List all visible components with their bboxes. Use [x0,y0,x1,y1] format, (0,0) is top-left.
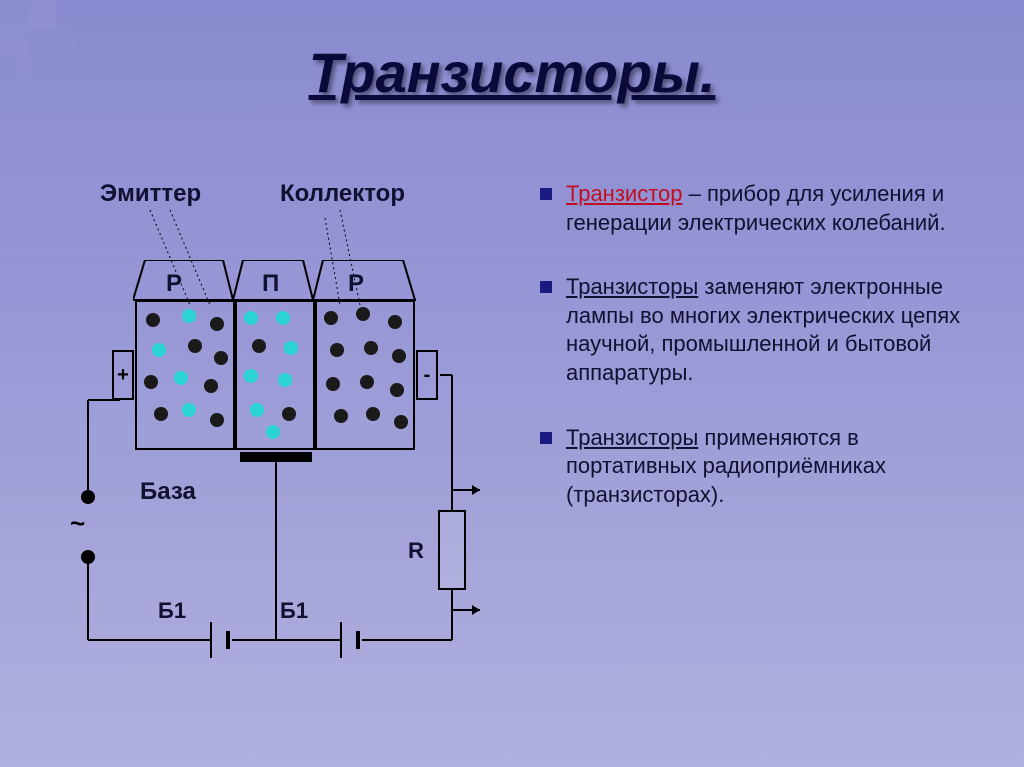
hole-dot [144,375,158,389]
hole-dot [210,413,224,427]
minus-sign: - [424,364,431,387]
bullet-item: Транзисторы применяются в портативных ра… [540,424,980,510]
hole-dot [204,379,218,393]
base-label: База [140,478,196,506]
bullet-item: Транзистор – прибор для усиления и генер… [540,180,980,237]
hole-dot [214,351,228,365]
bullet-text: Транзистор – прибор для усиления и генер… [566,180,980,237]
zone-collector [315,300,415,450]
bullet-square-icon [540,432,552,444]
hole-dot [326,377,340,391]
zone-roofs [133,260,417,302]
hole-dot [334,409,348,423]
hole-dot [146,313,160,327]
bullet-text: Транзисторы заменяют электронные лампы в… [566,273,980,387]
electron-dot [182,309,196,323]
hole-dot [210,317,224,331]
electron-dot [266,425,280,439]
tilde-icon: ~ [70,508,85,539]
base-contact [240,452,312,462]
hole-dot [282,407,296,421]
bullet-item: Транзисторы заменяют электронные лампы в… [540,273,980,387]
hole-dot [356,307,370,321]
electron-dot [182,403,196,417]
hole-dot [366,407,380,421]
electron-dot [174,371,188,385]
bullet-term: Транзисторы [566,425,698,450]
b1-left-label: Б1 [158,598,186,624]
page-title: Транзисторы. [0,40,1024,105]
terminal-minus: - [416,350,438,400]
transistor-body [135,300,415,450]
electron-dot [250,403,264,417]
hole-dot [392,349,406,363]
bullet-list: Транзистор – прибор для усиления и генер… [540,180,980,545]
emitter-label: Эмиттер [100,180,201,208]
electron-dot [244,311,258,325]
b1-right-label: Б1 [280,598,308,624]
hole-dot [360,375,374,389]
bullet-term: Транзисторы [566,274,698,299]
plus-sign: + [117,364,129,387]
electron-dot [152,343,166,357]
zone-emitter [135,300,235,450]
resistor [438,510,466,590]
hole-dot [390,383,404,397]
hole-dot [188,339,202,353]
transistor-diagram: Эмиттер Коллектор Р П Р [40,170,500,690]
hole-dot [388,315,402,329]
bullet-square-icon [540,281,552,293]
electron-dot [278,373,292,387]
hole-dot [154,407,168,421]
resistor-label: R [408,538,424,564]
electron-dot [284,341,298,355]
electron-dot [244,369,258,383]
bullet-text: Транзисторы применяются в портативных ра… [566,424,980,510]
electron-dot [276,311,290,325]
zone-base [235,300,315,450]
terminal-plus: + [112,350,134,400]
ac-source-bottom-dot [81,550,95,564]
bullet-square-icon [540,188,552,200]
hole-dot [324,311,338,325]
hole-dot [252,339,266,353]
hole-dot [364,341,378,355]
collector-label: Коллектор [280,180,405,208]
bullet-term: Транзистор [566,181,683,206]
hole-dot [330,343,344,357]
ac-source-top-dot [81,490,95,504]
hole-dot [394,415,408,429]
